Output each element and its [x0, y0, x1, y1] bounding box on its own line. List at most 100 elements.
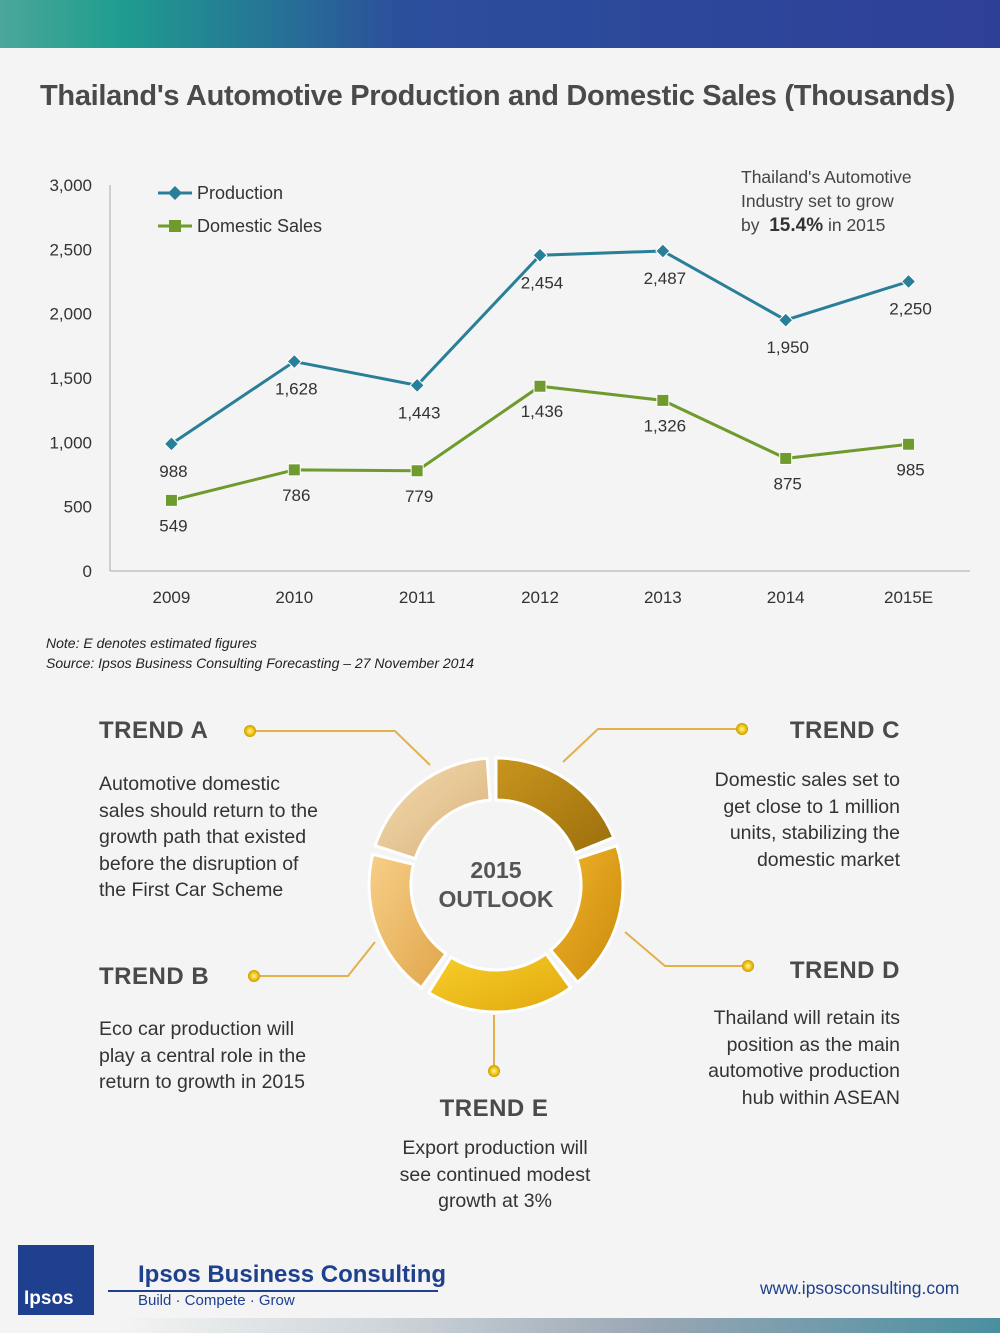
legend-marker [169, 220, 181, 232]
text-line: Export production will [402, 1137, 588, 1159]
data-label: 1,436 [521, 402, 564, 421]
brand-tagline: Build · Compete · Grow [138, 1292, 295, 1309]
x-tick-label: 2010 [275, 588, 313, 607]
data-label: 779 [405, 487, 433, 506]
data-point [287, 463, 301, 477]
data-label: 1,628 [275, 380, 318, 399]
data-point [163, 436, 180, 452]
legend-label: Domestic Sales [197, 216, 322, 236]
ring-segment-c [494, 756, 616, 856]
trend-b-heading: TREND B [99, 963, 210, 990]
text-line: Automotive domestic [99, 773, 280, 795]
ring-segment-a [373, 756, 492, 861]
brand-underline [108, 1290, 438, 1292]
logo-text: Ipsos [24, 1288, 74, 1309]
data-point [902, 437, 916, 451]
dot-trend-a [244, 725, 256, 737]
dot-trend-c [736, 723, 748, 735]
trend-c-text: Domestic sales set to get close to 1 mill… [600, 767, 900, 873]
data-label: 1,443 [398, 403, 441, 422]
text-line: Thailand will retain its [713, 1007, 900, 1029]
website-link[interactable]: www.ipsosconsulting.com [760, 1278, 960, 1298]
x-tick-label: 2011 [399, 588, 436, 607]
ipsos-logo [18, 1245, 94, 1315]
trend-a-heading: TREND A [99, 717, 209, 744]
data-point [778, 312, 794, 328]
text-line: return to growth in 2015 [99, 1071, 305, 1093]
ring-segment-b [367, 852, 449, 990]
data-point [409, 377, 425, 394]
text-line: see continued modest [399, 1163, 591, 1186]
y-tick-label: 1,000 [49, 433, 92, 452]
page-title: Thailand's Automotive Production and Dom… [40, 80, 956, 112]
text-line: automotive production [708, 1060, 900, 1082]
source-text: Source: Ipsos Business Consulting Foreca… [46, 655, 475, 671]
text-line: Domestic sales set to [714, 769, 900, 791]
data-point [532, 247, 548, 263]
trend-c-heading: TREND C [789, 717, 900, 744]
callout-line-1: Thailand's Automotive [741, 167, 912, 187]
text-line: growth path that existed [99, 826, 307, 848]
trend-e-heading: TREND E [439, 1095, 549, 1122]
data-point [533, 379, 547, 393]
text-line: position as the main [726, 1033, 900, 1056]
data-point [410, 464, 424, 478]
trend-b-text: Eco car production will play a central ro… [99, 1016, 399, 1096]
outlook-line-2: OUTLOOK [439, 886, 554, 912]
text-line: get close to 1 million [723, 795, 900, 818]
data-point [655, 243, 671, 259]
data-label: 2,454 [521, 273, 564, 292]
data-label: 786 [282, 486, 310, 505]
text-line: play a central role in the [99, 1044, 307, 1067]
callout-line-2: Industry set to grow [741, 191, 894, 211]
brand-name: Ipsos Business Consulting [138, 1261, 447, 1288]
data-point [286, 353, 302, 370]
legend-marker [168, 186, 182, 200]
data-point [779, 451, 793, 465]
connector-trend-d [624, 931, 748, 967]
dot-trend-e [488, 1065, 500, 1077]
text-line: growth at 3% [438, 1190, 552, 1212]
data-label: 875 [774, 474, 802, 493]
ring-segment-d [548, 843, 625, 985]
data-label: 1,326 [644, 416, 687, 435]
x-tick-label: 2012 [521, 588, 559, 607]
callout-by: by [741, 215, 760, 235]
text-line: sales should return to the [99, 799, 318, 822]
text-line: units, stabilizing the [729, 822, 900, 844]
text-line: domestic market [756, 848, 900, 871]
connector-dots [244, 723, 754, 1077]
callout-suffix: in 2015 [827, 215, 886, 235]
growth-callout: Thailand's Automotive Industry set to gr… [741, 165, 941, 238]
data-label: 2,250 [889, 300, 932, 319]
y-tick-label: 3,000 [49, 176, 92, 195]
x-tick-label: 2014 [767, 588, 805, 607]
data-label: 988 [159, 462, 187, 481]
callout-line-3: by 15.4% in 2015 [741, 213, 941, 238]
ring-segment-e [426, 951, 573, 1014]
y-tick-label: 0 [83, 562, 92, 581]
trend-d-heading: TREND D [789, 957, 900, 984]
top-banner [0, 0, 1000, 48]
data-label: 549 [159, 516, 187, 535]
line-chart: 0 500 1,000 1,500 2,000 2,500 3,000 2009 2010 201… [49, 176, 970, 607]
y-tick-label: 1,500 [49, 369, 92, 388]
data-point [656, 393, 670, 407]
text-line: the First Car Scheme [99, 879, 284, 901]
note-text: Note: E denotes estimated figures [46, 635, 257, 651]
outlook-line-1: 2015 [470, 857, 521, 883]
dot-trend-b [248, 970, 260, 982]
text-line: Eco car production will [99, 1018, 295, 1040]
x-tick-label: 2009 [153, 588, 191, 607]
y-tick-label: 500 [64, 498, 92, 517]
data-label: 1,950 [766, 338, 809, 357]
data-label: 2,487 [644, 269, 687, 288]
callout-growth-value: 15.4% [769, 215, 824, 236]
data-point [900, 273, 917, 290]
x-tick-label: 2015E [884, 588, 933, 607]
dot-trend-d [742, 960, 754, 972]
legend-label: Production [197, 183, 283, 203]
text-line: hub within ASEAN [741, 1086, 900, 1109]
x-tick-label: 2013 [644, 588, 682, 607]
